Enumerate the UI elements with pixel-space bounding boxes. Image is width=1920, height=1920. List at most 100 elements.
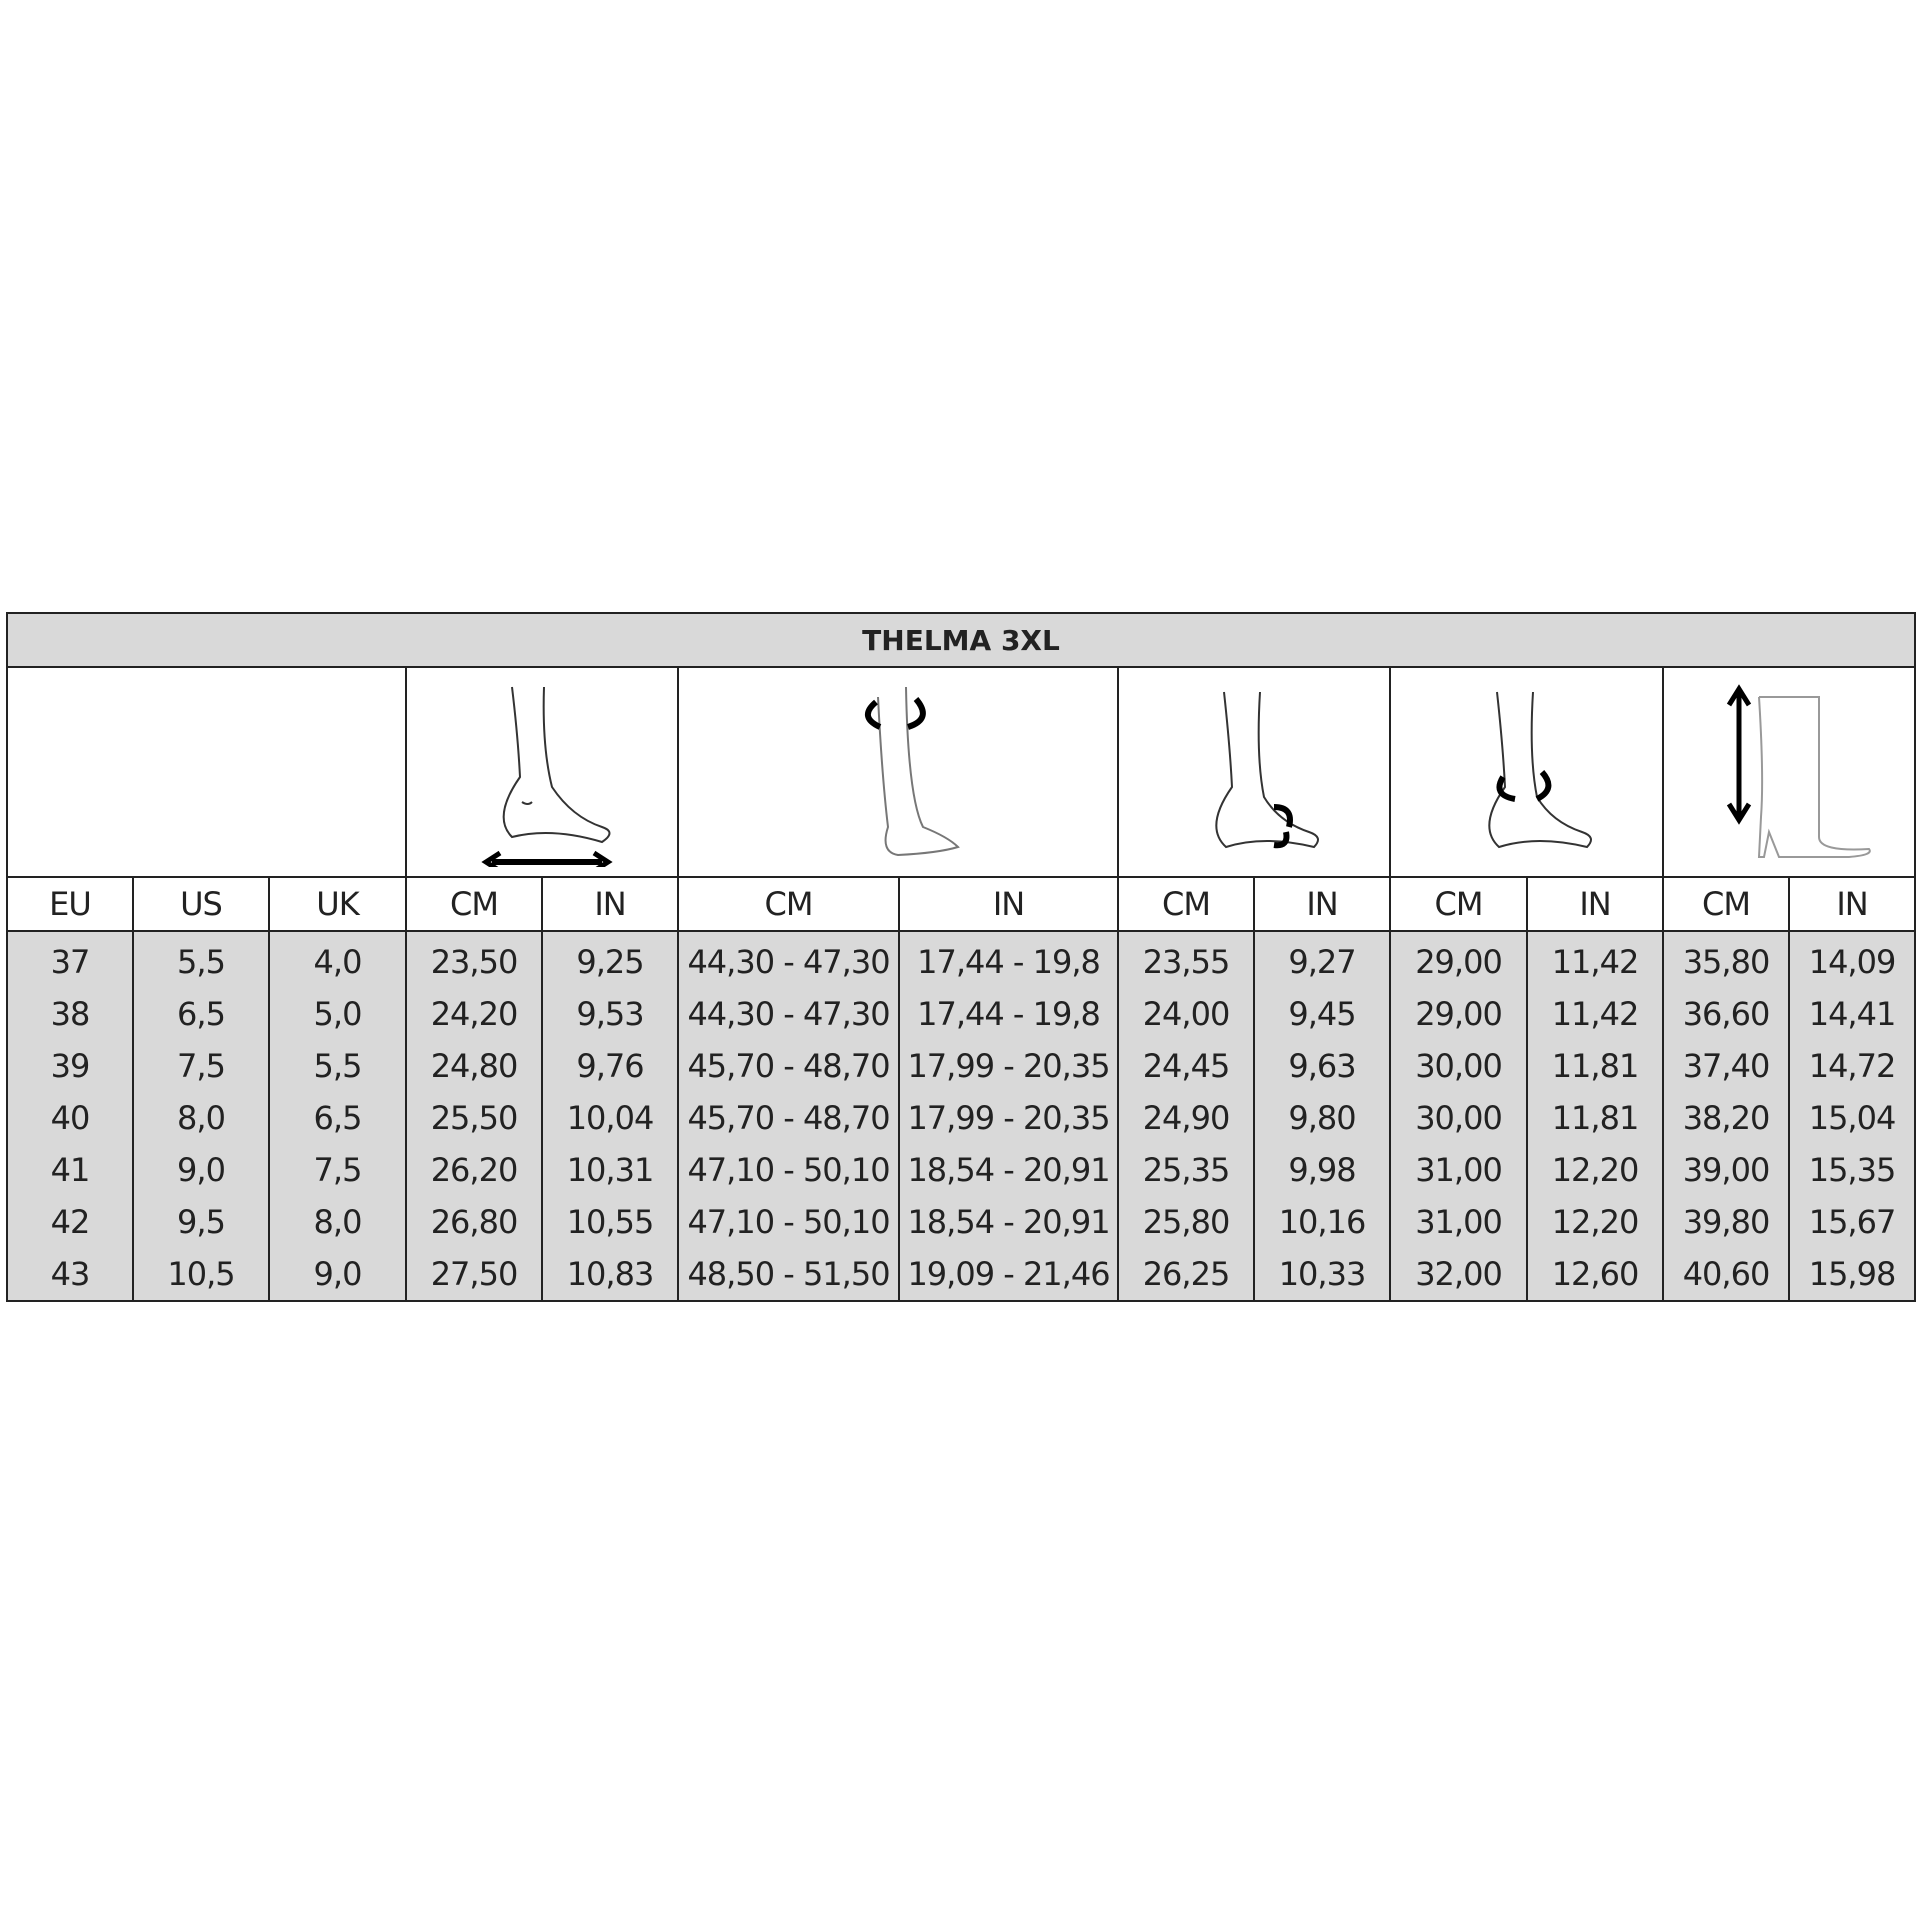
table-row: 39 7,5 5,5 24,80 9,76 45,70 - 48,70 17,99 - 20… — [6, 1040, 1917, 1092]
table-cell: 27,50 — [405, 1248, 543, 1302]
table-row: 43 10,5 9,0 27,50 10,83 48,50 - 51,50 19,09 - … — [6, 1248, 1917, 1302]
table-cell: 37,40 — [1662, 1040, 1790, 1092]
table-cell: 24,00 — [1117, 988, 1255, 1040]
table-cell: 23,55 — [1117, 930, 1255, 988]
ankle-circumference-icon — [1389, 666, 1664, 878]
table-cell: 12,60 — [1526, 1248, 1664, 1302]
table-cell: 18,54 - 20,91 — [898, 1144, 1119, 1196]
table-cell: 18,54 - 20,91 — [898, 1196, 1119, 1248]
table-cell: 39,80 — [1662, 1196, 1790, 1248]
table-row: 40 8,0 6,5 25,50 10,04 45,70 - 48,70 17,99 - 2… — [6, 1092, 1917, 1144]
table-cell: 15,35 — [1787, 1144, 1917, 1196]
table-cell: 17,99 - 20,35 — [898, 1040, 1119, 1092]
table-cell: 32,00 — [1389, 1248, 1528, 1302]
table-cell: 44,30 - 47,30 — [677, 930, 900, 988]
table-cell: 17,99 - 20,35 — [898, 1092, 1119, 1144]
table-cell: 35,80 — [1662, 930, 1790, 988]
table-cell: 4,0 — [268, 930, 407, 988]
table-cell: 10,83 — [541, 1248, 679, 1302]
table-cell: 25,35 — [1117, 1144, 1255, 1196]
table-cell: 11,42 — [1526, 988, 1664, 1040]
table-cell: 36,60 — [1662, 988, 1790, 1040]
table-cell: 7,5 — [268, 1144, 407, 1196]
table-row: 41 9,0 7,5 26,20 10,31 47,10 - 50,10 18,54 - 2… — [6, 1144, 1917, 1196]
table-cell: 43 — [6, 1248, 134, 1302]
table-cell: 38,20 — [1662, 1092, 1790, 1144]
header-uk: UK — [268, 876, 407, 932]
table-cell: 23,50 — [405, 930, 543, 988]
table-cell: 38 — [6, 988, 134, 1040]
header-in: IN — [1787, 876, 1917, 932]
icon-row — [6, 666, 1917, 878]
table-cell: 12,20 — [1526, 1144, 1664, 1196]
table-cell: 5,0 — [268, 988, 407, 1040]
table-cell: 10,33 — [1253, 1248, 1391, 1302]
table-cell: 9,5 — [132, 1196, 270, 1248]
table-cell: 25,80 — [1117, 1196, 1255, 1248]
table-cell: 29,00 — [1389, 930, 1528, 988]
table-row: 37 5,5 4,0 23,50 9,25 44,30 - 47,30 17,44 - 19… — [6, 930, 1917, 988]
table-cell: 14,72 — [1787, 1040, 1917, 1092]
table-cell: 24,80 — [405, 1040, 543, 1092]
table-cell: 14,41 — [1787, 988, 1917, 1040]
table-cell: 8,0 — [132, 1092, 270, 1144]
table-cell: 12,20 — [1526, 1196, 1664, 1248]
table-cell: 9,0 — [132, 1144, 270, 1196]
table-cell: 10,5 — [132, 1248, 270, 1302]
table-cell: 9,53 — [541, 988, 679, 1040]
size-chart-table: THELMA 3XL — [5, 612, 1917, 1302]
table-cell: 37 — [6, 930, 134, 988]
table-cell: 17,44 - 19,8 — [898, 988, 1119, 1040]
table-cell: 31,00 — [1389, 1144, 1528, 1196]
empty-header-cell — [6, 666, 407, 878]
table-cell: 31,00 — [1389, 1196, 1528, 1248]
table-cell: 41 — [6, 1144, 134, 1196]
table-cell: 17,44 - 19,8 — [898, 930, 1119, 988]
table-cell: 24,90 — [1117, 1092, 1255, 1144]
table-cell: 26,80 — [405, 1196, 543, 1248]
calf-circumference-icon — [677, 666, 1119, 878]
table-cell: 26,20 — [405, 1144, 543, 1196]
table-cell: 45,70 - 48,70 — [677, 1040, 900, 1092]
table-cell: 47,10 - 50,10 — [677, 1144, 900, 1196]
table-cell: 9,25 — [541, 930, 679, 988]
table-cell: 7,5 — [132, 1040, 270, 1092]
table-cell: 5,5 — [132, 930, 270, 988]
header-cm: CM — [405, 876, 543, 932]
table-cell: 9,76 — [541, 1040, 679, 1092]
header-in: IN — [898, 876, 1119, 932]
table-cell: 44,30 - 47,30 — [677, 988, 900, 1040]
table-cell: 48,50 - 51,50 — [677, 1248, 900, 1302]
table-cell: 24,45 — [1117, 1040, 1255, 1092]
table-cell: 47,10 - 50,10 — [677, 1196, 900, 1248]
header-in: IN — [1526, 876, 1664, 932]
table-cell: 40,60 — [1662, 1248, 1790, 1302]
table-cell: 25,50 — [405, 1092, 543, 1144]
table-cell: 8,0 — [268, 1196, 407, 1248]
header-cm: CM — [677, 876, 900, 932]
table-cell: 15,67 — [1787, 1196, 1917, 1248]
table-cell: 9,98 — [1253, 1144, 1391, 1196]
table-cell: 40 — [6, 1092, 134, 1144]
table-cell: 10,31 — [541, 1144, 679, 1196]
header-in: IN — [1253, 876, 1391, 932]
table-cell: 10,04 — [541, 1092, 679, 1144]
table-cell: 14,09 — [1787, 930, 1917, 988]
table-cell: 15,04 — [1787, 1092, 1917, 1144]
table-cell: 29,00 — [1389, 988, 1528, 1040]
chart-title: THELMA 3XL — [5, 612, 1917, 668]
table-cell: 10,16 — [1253, 1196, 1391, 1248]
table-cell: 9,27 — [1253, 930, 1391, 988]
table-cell: 6,5 — [132, 988, 270, 1040]
table-cell: 9,63 — [1253, 1040, 1391, 1092]
table-cell: 30,00 — [1389, 1040, 1528, 1092]
table-row: 38 6,5 5,0 24,20 9,53 44,30 - 47,30 17,44 - 19… — [6, 988, 1917, 1040]
table-cell: 9,80 — [1253, 1092, 1391, 1144]
header-eu: EU — [6, 876, 134, 932]
table-cell: 42 — [6, 1196, 134, 1248]
header-in: IN — [541, 876, 679, 932]
table-cell: 11,81 — [1526, 1040, 1664, 1092]
table-cell: 10,55 — [541, 1196, 679, 1248]
table-cell: 9,0 — [268, 1248, 407, 1302]
table-cell: 9,45 — [1253, 988, 1391, 1040]
